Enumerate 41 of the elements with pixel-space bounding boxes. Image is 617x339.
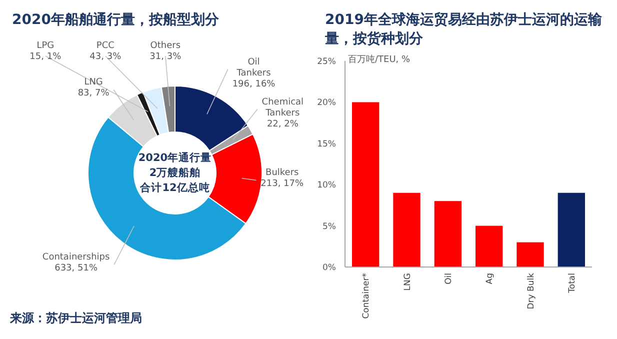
slice-label: Oil Tankers	[236, 57, 272, 78]
chart-title: 2019年全球海运贸易经由苏伊士运河的运输量，按货种划分	[324, 11, 603, 47]
bar	[434, 201, 462, 267]
data-label: 633, 51%	[54, 264, 98, 274]
y-tick-label: 20%	[317, 98, 336, 108]
bar	[476, 226, 503, 267]
data-label: 83, 7%	[78, 88, 110, 99]
y-tick-label: 25%	[317, 57, 336, 67]
slice-label: Chemical Tankers	[262, 97, 304, 118]
slice-label: LPG	[36, 41, 54, 51]
slice-label: Containerships	[42, 252, 110, 263]
bar	[393, 192, 420, 267]
slice-label: Bulkers	[266, 168, 300, 178]
x-tick-label: Ag	[485, 273, 496, 284]
text: 2020年通行量	[138, 151, 212, 164]
data-label: 43, 3%	[90, 52, 122, 62]
bar	[558, 192, 585, 267]
y-tick-label: 5%	[322, 222, 336, 232]
data-label: 31, 3%	[150, 52, 182, 62]
slice-label: Others	[150, 41, 181, 51]
data-label: 213, 17%	[260, 179, 304, 190]
slice-label: PCC	[96, 41, 114, 51]
x-tick-label: Container*	[362, 273, 372, 319]
y-tick-label: 10%	[317, 180, 336, 191]
x-tick-label: Total	[567, 273, 578, 294]
x-tick-label: LNG	[402, 273, 413, 291]
y-tick-label: 0%	[322, 263, 336, 273]
bar	[352, 102, 380, 267]
source-note: 来源：苏伊士运河管理局	[9, 311, 142, 325]
x-tick-label: Oil	[444, 273, 454, 284]
x-tick-label: Dry Bulk	[526, 272, 536, 310]
text: 合计12亿总吨	[139, 181, 210, 194]
chart-title: 2020年船舶通行量，按船型划分	[12, 11, 220, 28]
y-axis-title: 百万吨/TEU, %	[348, 54, 411, 65]
y-tick-label: 15%	[317, 139, 336, 150]
text: 2万艘船舶	[149, 166, 201, 179]
slice-label: LNG	[84, 78, 103, 88]
bar	[516, 242, 544, 267]
data-label: 196, 16%	[232, 79, 276, 90]
data-label: 15, 1%	[30, 52, 62, 62]
data-label: 22, 2%	[266, 119, 299, 130]
